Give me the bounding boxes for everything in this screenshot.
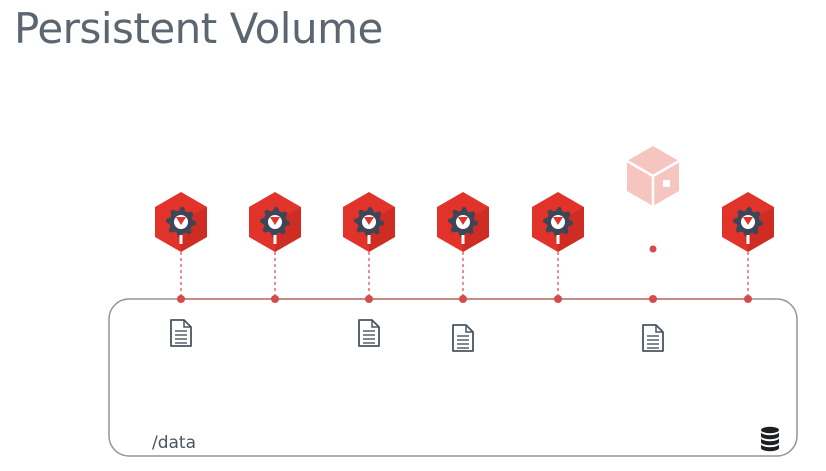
volume-connection-point [459, 295, 467, 303]
detached-point [650, 246, 657, 253]
volume-connection-point [554, 295, 562, 303]
volume-mount-path-label: /data [152, 433, 196, 453]
pod-icon [343, 192, 395, 252]
pod-7 [722, 192, 774, 303]
volume-connection-point [271, 295, 279, 303]
pod-4 [437, 192, 489, 303]
pod-icon [437, 192, 489, 252]
pod-6 [627, 146, 679, 303]
pod-icon [722, 192, 774, 252]
terminated-pod-icon [627, 146, 679, 206]
volume-connection-point [365, 295, 373, 303]
pod-1 [155, 192, 207, 303]
file-icon [453, 325, 473, 351]
pod-icon [532, 192, 584, 252]
volume-connection-point [649, 295, 657, 303]
database-icon [761, 427, 779, 451]
pod-icon [155, 192, 207, 252]
pod-2 [249, 192, 301, 303]
pod-3 [343, 192, 395, 303]
pod-icon [249, 192, 301, 252]
file-icon [359, 320, 379, 346]
pod-5 [532, 192, 584, 303]
file-icon [171, 320, 191, 346]
persistent-volume-box [109, 299, 797, 456]
volume-connection-point [177, 295, 185, 303]
file-icon [643, 325, 663, 351]
volume-connection-point [744, 295, 752, 303]
